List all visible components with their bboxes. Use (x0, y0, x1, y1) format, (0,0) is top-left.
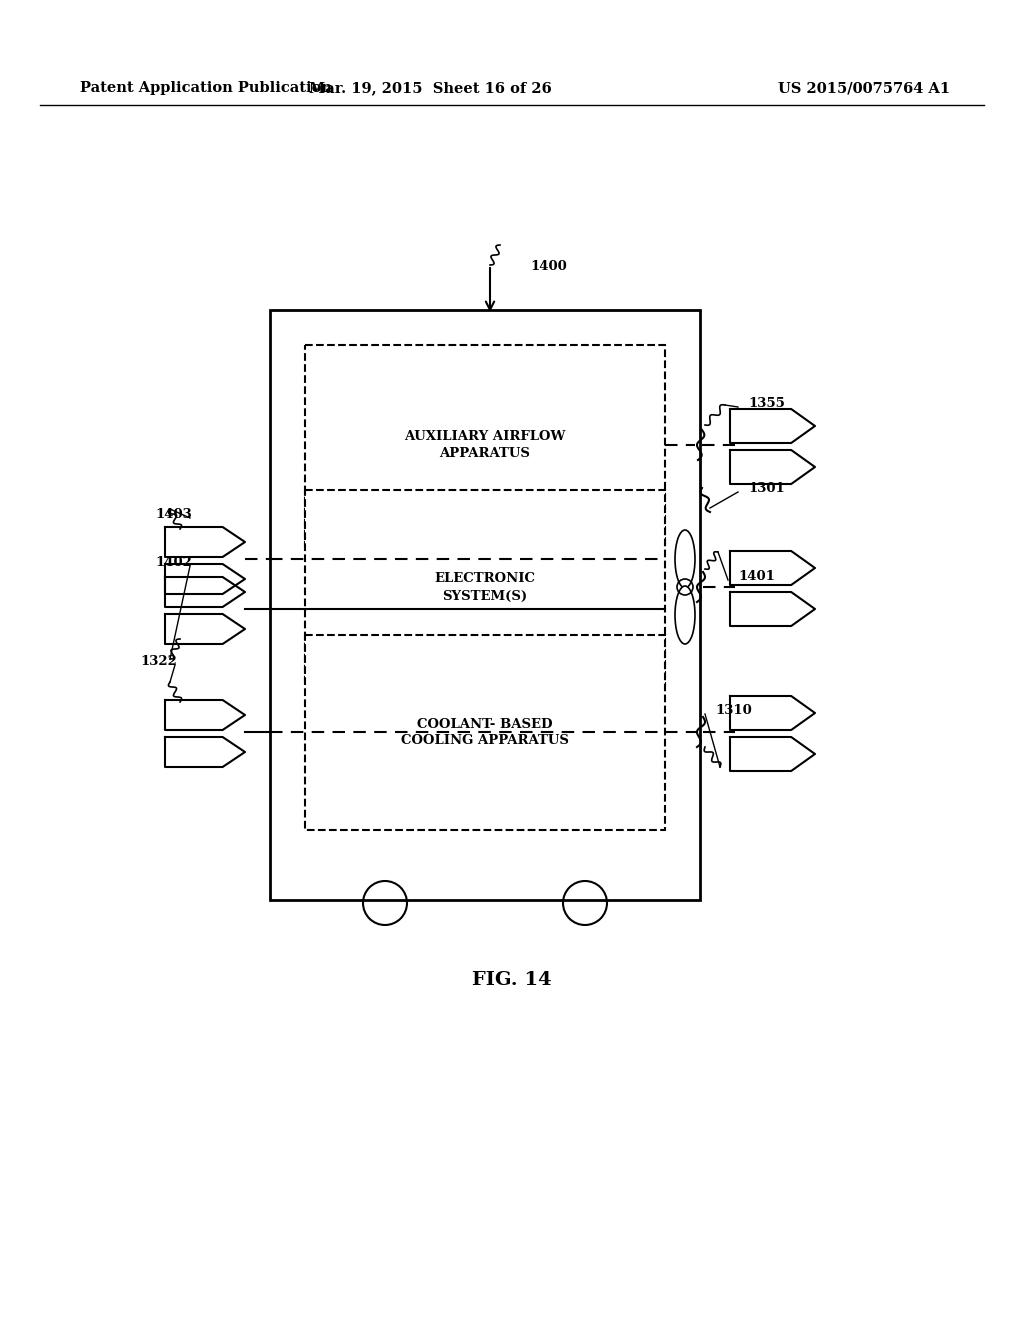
Text: 1403: 1403 (155, 508, 191, 521)
Text: FIG. 14: FIG. 14 (472, 972, 552, 989)
Text: US 2015/0075764 A1: US 2015/0075764 A1 (778, 81, 950, 95)
Bar (270, 310, 700, 900)
Text: Patent Application Publication: Patent Application Publication (80, 81, 332, 95)
Text: ELECTRONIC
SYSTEM(S): ELECTRONIC SYSTEM(S) (434, 573, 536, 602)
Bar (305, 490, 665, 685)
Text: COOLANT- BASED
COOLING APPARATUS: COOLANT- BASED COOLING APPARATUS (401, 718, 569, 747)
Text: 1355: 1355 (748, 397, 784, 411)
Ellipse shape (675, 531, 695, 587)
Text: 1402: 1402 (155, 556, 191, 569)
Text: 1322: 1322 (140, 655, 177, 668)
Bar (305, 345, 665, 545)
Bar (305, 635, 665, 830)
Text: 1401: 1401 (738, 570, 775, 583)
Text: 1301: 1301 (748, 482, 784, 495)
Text: AUXILIARY AIRFLOW
APPARATUS: AUXILIARY AIRFLOW APPARATUS (404, 430, 565, 459)
Text: 1400: 1400 (530, 260, 566, 273)
Ellipse shape (675, 586, 695, 644)
Text: Mar. 19, 2015  Sheet 16 of 26: Mar. 19, 2015 Sheet 16 of 26 (308, 81, 551, 95)
Text: 1310: 1310 (715, 704, 752, 717)
